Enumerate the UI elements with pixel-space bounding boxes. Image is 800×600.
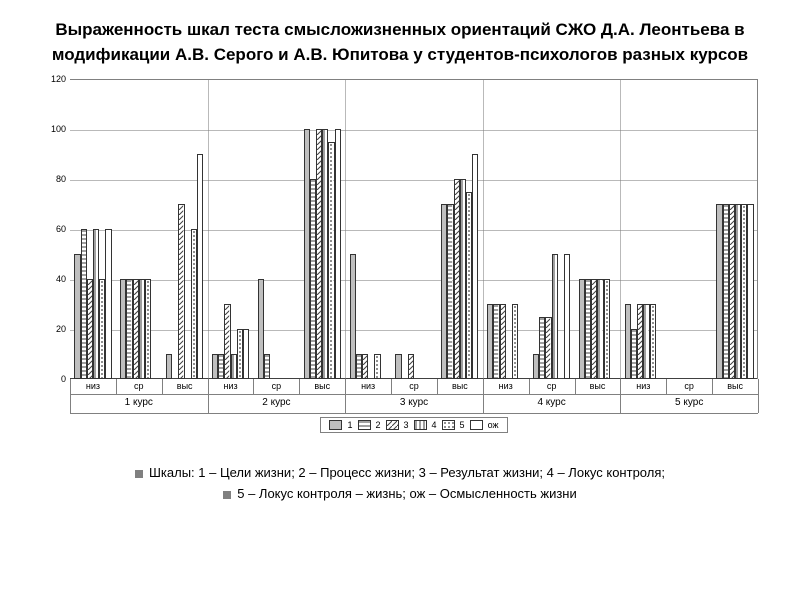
y-tick-label: 80 — [56, 174, 66, 184]
bar — [105, 229, 111, 379]
x-minor-label: ср — [684, 381, 694, 391]
legend-swatch — [470, 420, 483, 430]
footer-notes: Шкалы: 1 – Цели жизни; 2 – Процесс жизни… — [30, 463, 770, 505]
gridline — [70, 280, 757, 281]
bar — [243, 329, 249, 379]
x-minor-label: низ — [636, 381, 650, 391]
bar — [747, 204, 753, 379]
bar — [552, 254, 558, 379]
gridline — [70, 230, 757, 231]
chart-legend: 1 2 3 4 5 ож — [70, 417, 758, 435]
bar — [472, 154, 478, 379]
bar — [604, 279, 610, 379]
legend-label: 1 — [347, 420, 352, 430]
legend-label: 5 — [460, 420, 465, 430]
gridline — [70, 180, 757, 181]
y-tick-label: 0 — [61, 374, 66, 384]
bar — [374, 354, 380, 379]
x-minor-label: низ — [361, 381, 375, 391]
legend-label: 3 — [404, 420, 409, 430]
bar — [564, 254, 570, 379]
x-minor-label: выс — [727, 381, 743, 391]
x-major-label: 5 курс — [675, 397, 703, 408]
x-minor-label: выс — [590, 381, 606, 391]
legend-swatch — [386, 420, 399, 430]
legend-swatch — [442, 420, 455, 430]
legend-swatch — [414, 420, 427, 430]
bar — [166, 354, 172, 379]
x-minor-label: низ — [86, 381, 100, 391]
x-minor-label: выс — [314, 381, 330, 391]
footer-line-2: 5 – Локус контроля – жизнь; ож – Осмысле… — [237, 484, 577, 505]
bar — [500, 304, 506, 379]
x-major-label: 1 курс — [125, 397, 153, 408]
x-major-label: 4 курс — [537, 397, 565, 408]
bar — [197, 154, 203, 379]
y-axis: 020406080100120 — [40, 79, 68, 379]
bar — [178, 204, 184, 379]
bar — [145, 279, 151, 379]
y-tick-label: 60 — [56, 224, 66, 234]
legend-label: 2 — [376, 420, 381, 430]
x-major-label: 2 курс — [262, 397, 290, 408]
bullet-icon — [135, 470, 143, 478]
legend-label: 4 — [432, 420, 437, 430]
x-minor-label: низ — [223, 381, 237, 391]
y-tick-label: 100 — [51, 124, 66, 134]
x-minor-label: ср — [409, 381, 419, 391]
x-minor-label: ср — [547, 381, 557, 391]
x-minor-label: ср — [134, 381, 144, 391]
x-minor-label: низ — [499, 381, 513, 391]
bullet-icon — [223, 491, 231, 499]
bar — [408, 354, 414, 379]
y-tick-label: 120 — [51, 74, 66, 84]
bar — [395, 354, 401, 379]
legend-swatch — [329, 420, 342, 430]
x-minor-label: ср — [272, 381, 282, 391]
bar — [512, 304, 518, 379]
legend-swatch — [358, 420, 371, 430]
chart: 020406080100120 — [40, 79, 760, 449]
footer-line-1: Шкалы: 1 – Цели жизни; 2 – Процесс жизни… — [149, 463, 665, 484]
y-tick-label: 20 — [56, 324, 66, 334]
slide-title: Выраженность шкал теста смысложизненных … — [40, 18, 760, 67]
x-major-label: 3 курс — [400, 397, 428, 408]
slide: Выраженность шкал теста смысложизненных … — [0, 0, 800, 600]
legend-label: ож — [488, 420, 499, 430]
gridline — [70, 130, 757, 131]
x-minor-label: выс — [177, 381, 193, 391]
bar — [335, 129, 341, 379]
x-minor-label: выс — [452, 381, 468, 391]
bar — [650, 304, 656, 379]
bar — [264, 354, 270, 379]
y-tick-label: 40 — [56, 274, 66, 284]
bar — [362, 354, 368, 379]
plot-area — [70, 79, 758, 379]
